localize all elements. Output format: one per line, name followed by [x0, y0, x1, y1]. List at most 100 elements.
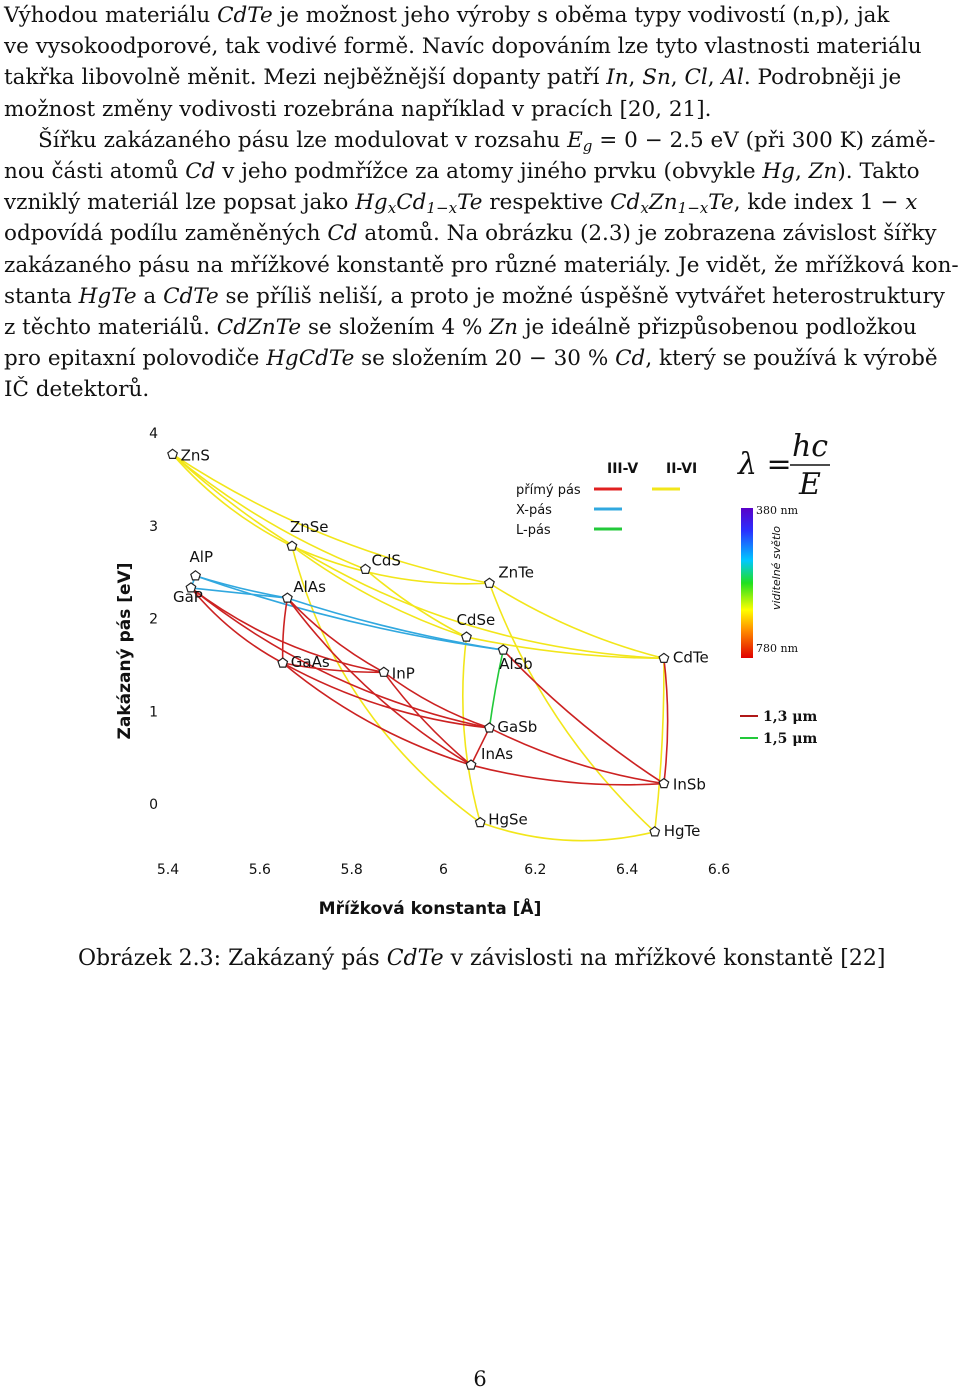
point-label: GaAs	[291, 653, 330, 671]
series-curve	[291, 545, 490, 585]
point-label: AlP	[190, 548, 213, 566]
x-tick-label: 6.4	[616, 862, 638, 878]
x-tick-label: 5.4	[157, 862, 179, 878]
legend-label: X-pás	[516, 503, 552, 518]
series-curve	[663, 658, 669, 784]
text-line: ve vysokoodporové, tak vodivé formě. Nav…	[4, 34, 922, 60]
series-curve	[291, 545, 481, 824]
text-line: takřka libovolně měnit. Mezi nejběžnější…	[4, 65, 902, 91]
legend-label: přímý pás	[516, 483, 581, 498]
page-number: 6	[473, 1367, 487, 1391]
point-label: InSb	[673, 776, 706, 794]
wavelength-label: 1,3 μm	[763, 709, 817, 725]
point-label: CdTe	[673, 648, 709, 666]
series-curve	[172, 453, 664, 660]
data-point	[474, 816, 486, 828]
series-curve	[190, 587, 284, 664]
point-label: ZnS	[181, 446, 210, 464]
y-tick-label: 0	[149, 797, 158, 813]
data-point	[286, 540, 298, 551]
point-label: CdS	[371, 551, 401, 569]
series-curve	[488, 649, 504, 729]
series-curve	[488, 582, 656, 833]
point-label: HgSe	[488, 811, 528, 829]
point-label: AlAs	[293, 578, 326, 596]
visible-spectrum-bar	[741, 508, 753, 658]
series-curve	[195, 575, 288, 599]
point-label: InAs	[481, 745, 513, 763]
series-curve	[479, 821, 655, 842]
body-text: Výhodou materiálu CdTe je možnost jeho v…	[4, 0, 959, 405]
series-curve	[282, 662, 490, 729]
series-curve	[195, 575, 504, 651]
data-point	[649, 826, 661, 837]
text-line: IČ detektorů.	[4, 377, 150, 403]
spectrum-side-label: viditelné světlo	[770, 526, 783, 610]
text-line: vzniklý materiál lze popsat jako HgxCd1−…	[4, 190, 918, 217]
series-curve	[653, 658, 665, 832]
point-label: ZnTe	[498, 563, 534, 581]
data-point	[378, 666, 390, 677]
point-label: HgTe	[664, 822, 701, 840]
legend-header: II-VI	[666, 461, 697, 477]
data-point	[483, 577, 495, 588]
data-point	[465, 759, 477, 770]
x-tick-label: 6.6	[708, 862, 730, 878]
data-point	[483, 722, 495, 733]
data-point	[190, 570, 202, 581]
data-point	[281, 592, 293, 603]
text-line: stanta HgTe a CdTe se příliš neliší, a p…	[4, 283, 945, 309]
series-curve	[172, 453, 366, 571]
series-curve	[286, 597, 385, 673]
y-tick-label: 2	[149, 612, 158, 628]
point-label: ZnSe	[290, 518, 329, 536]
band-gap-figure: ZnS ZnSe CdS ZnTe CdTe HgSe HgTe AlP GaP AlAs CdSe…	[100, 418, 940, 928]
series-curve	[383, 671, 490, 729]
x-tick-label: 6.2	[524, 862, 546, 878]
text-line: Výhodou materiálu CdTe je možnost jeho v…	[4, 3, 890, 28]
point-label: InP	[392, 664, 415, 682]
series-curve	[282, 662, 384, 674]
data-point	[359, 563, 371, 574]
series-curve	[190, 587, 288, 599]
data-point	[460, 631, 472, 642]
wavelength-label: 1,5 μm	[763, 731, 817, 747]
x-tick-label: 5.6	[249, 862, 271, 878]
series-curve	[488, 582, 665, 660]
series-curve	[172, 453, 490, 585]
y-tick-label: 1	[149, 704, 158, 720]
point-label: CdSe	[456, 611, 495, 629]
series-curve	[383, 671, 472, 766]
series-curve	[364, 568, 467, 638]
spectrum-top-label: 380 nm	[756, 504, 799, 517]
text-line: nou části atomů Cd v jeho podmřížce za a…	[4, 158, 920, 184]
series-curve	[286, 597, 472, 766]
text-line: možnost změny vodivosti rozebrána napřík…	[4, 96, 712, 122]
data-point	[185, 582, 197, 593]
series-curve	[489, 727, 665, 785]
series-curve	[462, 636, 482, 823]
text-line: zakázaného pásu na mřížkové konstantě pr…	[4, 252, 959, 278]
formula-lhs: λ =	[737, 447, 792, 482]
series-curve	[281, 597, 289, 664]
series-curve	[470, 764, 664, 786]
series-curve	[291, 545, 467, 638]
y-axis-label: Zakázaný pás [eV]	[115, 563, 135, 740]
formula-numerator: hc	[792, 429, 828, 464]
x-tick-label: 6	[439, 862, 448, 878]
series-curve	[190, 587, 490, 729]
x-axis-label: Mřížková konstanta [Å]	[319, 896, 542, 919]
series-curve	[502, 649, 665, 785]
point-label: AlSb	[499, 655, 532, 673]
data-point	[658, 777, 670, 789]
spectrum-bottom-label: 780 nm	[756, 642, 799, 655]
text-line: pro epitaxní polovodiče HgCdTe se složen…	[4, 346, 938, 372]
text-line: Šířku zakázaného pásu lze modulovat v ro…	[38, 127, 936, 155]
series-curve	[282, 662, 472, 766]
band-gap-chart: ZnS ZnSe CdS ZnTe CdTe HgSe HgTe AlP GaP AlAs CdSe…	[115, 426, 830, 919]
series-curve	[466, 636, 664, 660]
point-label: GaSb	[497, 718, 537, 736]
data-point	[167, 448, 179, 460]
x-tick-label: 5.8	[341, 862, 363, 878]
data-point	[277, 657, 289, 668]
